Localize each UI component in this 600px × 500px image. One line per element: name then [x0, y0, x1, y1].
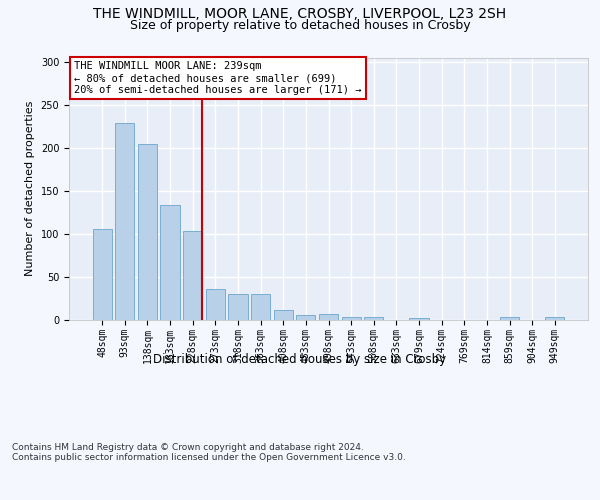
Bar: [341, 316, 361, 320]
Bar: [274, 310, 293, 320]
Bar: [115, 123, 134, 320]
Text: THE WINDMILL, MOOR LANE, CROSBY, LIVERPOOL, L23 2SH: THE WINDMILL, MOOR LANE, CROSBY, LIVERPO…: [94, 8, 506, 22]
Text: Distribution of detached houses by size in Crosby: Distribution of detached houses by size …: [154, 352, 446, 366]
Bar: [206, 289, 225, 320]
Bar: [500, 316, 519, 320]
Bar: [364, 318, 383, 320]
Bar: [183, 232, 202, 320]
Y-axis label: Number of detached properties: Number of detached properties: [25, 101, 35, 276]
Bar: [160, 204, 180, 320]
Bar: [229, 294, 248, 320]
Bar: [319, 314, 338, 320]
Bar: [251, 294, 270, 320]
Text: Size of property relative to detached houses in Crosby: Size of property relative to detached ho…: [130, 18, 470, 32]
Bar: [296, 315, 316, 320]
Text: Contains HM Land Registry data © Crown copyright and database right 2024.
Contai: Contains HM Land Registry data © Crown c…: [12, 442, 406, 462]
Bar: [92, 229, 112, 320]
Bar: [545, 316, 565, 320]
Bar: [409, 318, 428, 320]
Bar: [138, 144, 157, 320]
Text: THE WINDMILL MOOR LANE: 239sqm
← 80% of detached houses are smaller (699)
20% of: THE WINDMILL MOOR LANE: 239sqm ← 80% of …: [74, 62, 362, 94]
